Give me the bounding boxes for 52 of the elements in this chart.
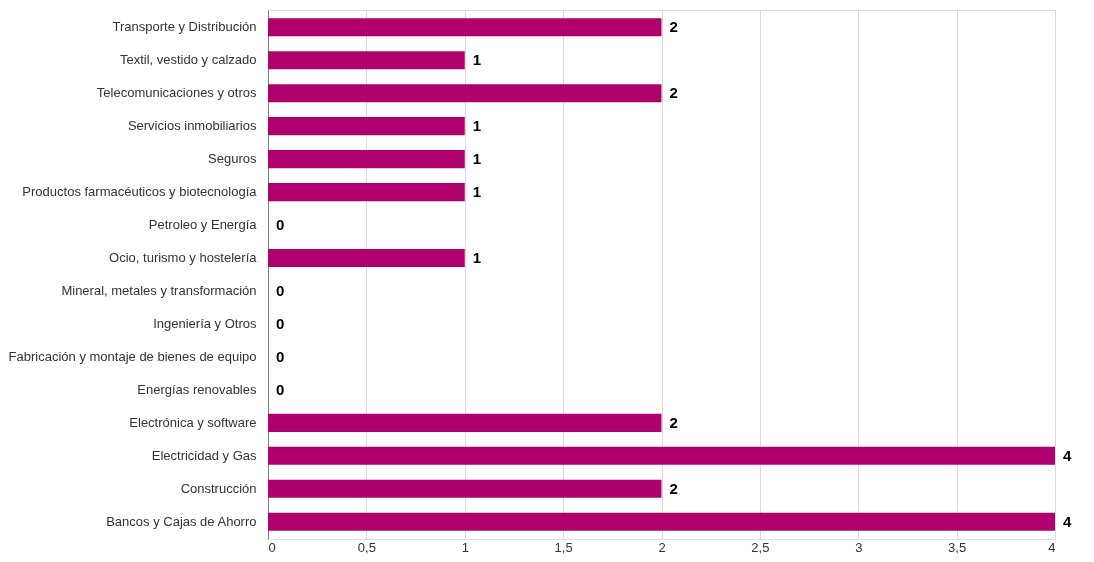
x-tick-label: 0,5: [357, 539, 376, 555]
data-label: 2: [669, 84, 678, 102]
y-tick-label: Construcción: [180, 480, 257, 496]
bar: [268, 117, 465, 136]
x-tick-label: 0: [268, 539, 276, 555]
data-label: 0: [276, 380, 285, 398]
data-label: 0: [276, 281, 285, 299]
data-label: 2: [669, 413, 678, 431]
y-tick-label: Bancos y Cajas de Ahorro: [106, 513, 257, 529]
data-label: 1: [472, 150, 482, 168]
y-tick-label: Ocio, turismo y hostelería: [109, 250, 258, 266]
y-tick-label: Fabricación y montaje de bienes de equipo: [8, 348, 257, 364]
y-tick-label: Mineral, metales y transformación: [61, 282, 257, 298]
x-tick-label: 3,5: [948, 539, 967, 555]
bar: [268, 446, 1055, 465]
x-tick-label: 3: [855, 539, 863, 555]
data-label: 4: [1063, 446, 1072, 464]
y-tick-label: Transporte y Distribución: [112, 19, 257, 35]
data-label: 1: [472, 183, 482, 201]
x-tick-label: 2,5: [751, 539, 770, 555]
bar: [268, 183, 465, 202]
y-tick-label: Servicios inmobiliarios: [127, 118, 257, 134]
data-label: 4: [1063, 512, 1072, 530]
data-label: 1: [472, 117, 482, 135]
x-tick-label: 4: [1048, 539, 1056, 555]
y-tick-label: Telecomunicaciones y otros: [96, 85, 257, 101]
bar: [268, 413, 662, 432]
y-tick-label: Ingeniería y Otros: [153, 315, 257, 331]
y-tick-label: Petroleo y Energía: [148, 217, 258, 233]
data-label: 1: [472, 249, 482, 267]
y-tick-label: Productos farmacéuticos y biotecnología: [22, 184, 258, 200]
bar: [268, 150, 465, 169]
y-tick-label: Textil, vestido y calzado: [119, 52, 257, 68]
y-tick-label: Seguros: [208, 151, 257, 167]
data-label: 2: [669, 18, 678, 36]
y-tick-label: Electricidad y Gas: [151, 447, 257, 463]
data-label: 1: [472, 51, 482, 69]
bar: [268, 18, 662, 37]
data-label: 0: [276, 314, 285, 332]
y-tick-label: Energías renovables: [137, 381, 257, 397]
x-tick-label: 1,5: [554, 539, 573, 555]
bar: [268, 51, 465, 70]
data-label: 0: [276, 216, 285, 234]
bar: [268, 248, 465, 268]
x-tick-label: 1: [461, 539, 469, 555]
x-tick-label: 2: [658, 539, 666, 555]
bar: [268, 479, 662, 498]
bar: [268, 512, 1055, 531]
bar: [268, 84, 662, 103]
data-label: 0: [276, 347, 285, 365]
data-label: 2: [669, 479, 678, 497]
y-tick-label: Electrónica y software: [129, 414, 257, 430]
